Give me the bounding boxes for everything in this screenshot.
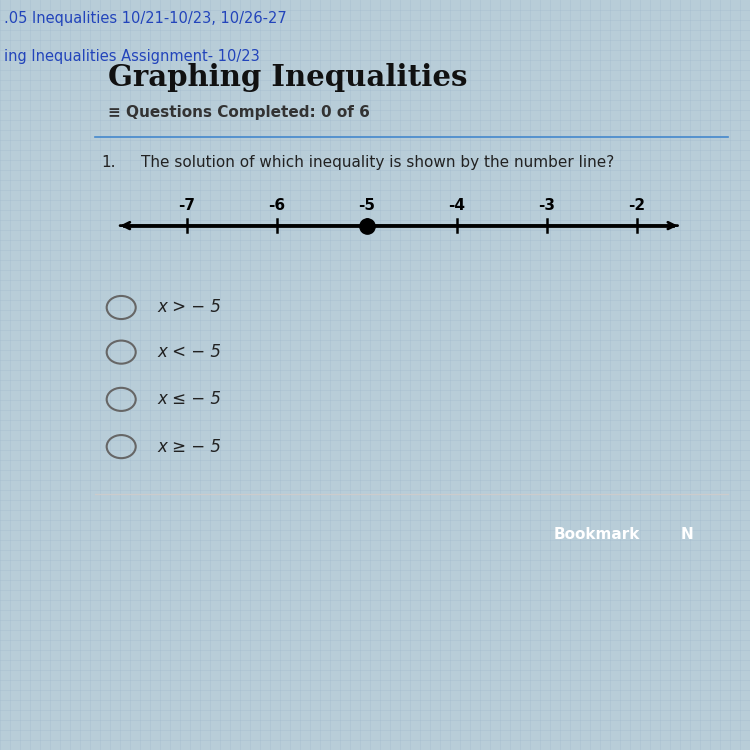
Text: x < − 5: x < − 5 — [158, 344, 221, 362]
Text: -5: -5 — [358, 198, 375, 213]
Text: .05 Inequalities 10/21-10/23, 10/26-27: .05 Inequalities 10/21-10/23, 10/26-27 — [4, 11, 286, 26]
Text: The solution of which inequality is shown by the number line?: The solution of which inequality is show… — [141, 155, 614, 170]
Text: Graphing Inequalities: Graphing Inequalities — [108, 64, 467, 92]
Text: -2: -2 — [628, 198, 646, 213]
Text: -6: -6 — [268, 198, 285, 213]
Text: x ≥ − 5: x ≥ − 5 — [158, 438, 221, 456]
Text: x > − 5: x > − 5 — [158, 298, 221, 316]
Text: Bookmark: Bookmark — [554, 527, 640, 542]
Text: ing Inequalities Assignment- 10/23: ing Inequalities Assignment- 10/23 — [4, 49, 260, 64]
Text: x ≤ − 5: x ≤ − 5 — [158, 390, 221, 408]
Text: ≡ Questions Completed: 0 of 6: ≡ Questions Completed: 0 of 6 — [108, 106, 370, 120]
Text: N: N — [680, 527, 693, 542]
Text: -3: -3 — [538, 198, 556, 213]
Text: 1.: 1. — [101, 155, 116, 170]
Text: -7: -7 — [178, 198, 195, 213]
Text: -4: -4 — [448, 198, 466, 213]
